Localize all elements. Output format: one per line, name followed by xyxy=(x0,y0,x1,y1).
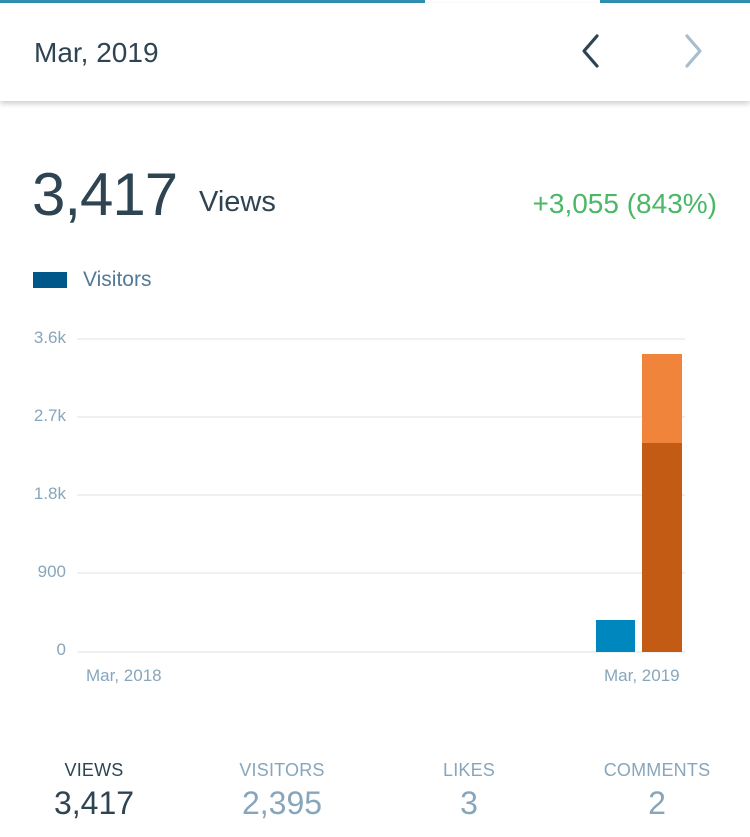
stat-label: COMMENTS xyxy=(603,760,711,780)
gridline xyxy=(77,416,685,418)
chart-legend: Visitors xyxy=(33,268,151,292)
stat-label: VIEWS xyxy=(64,760,124,780)
y-tick-900: 900 xyxy=(37,562,66,581)
chevron-left-icon xyxy=(582,34,599,68)
tab-indicator-right xyxy=(600,0,750,3)
baseline xyxy=(77,651,685,653)
stat-tab-likes[interactable]: LIKES 3 xyxy=(375,760,563,822)
y-tick-0: 0 xyxy=(56,640,66,659)
chevron-right-icon xyxy=(685,34,702,68)
bar-current-visitors[interactable] xyxy=(642,443,682,652)
y-tick-1.8k: 1.8k xyxy=(33,484,66,503)
gridline xyxy=(77,338,685,340)
stat-value: 2,395 xyxy=(241,785,323,821)
tab-indicator-left xyxy=(0,0,425,3)
stat-value: 3,417 xyxy=(53,785,135,821)
legend-swatch xyxy=(33,272,67,288)
previous-period-button[interactable] xyxy=(570,29,610,73)
legend-label: Visitors xyxy=(83,268,152,291)
stat-value: 2 xyxy=(648,785,666,821)
gridline xyxy=(77,494,685,496)
stat-label: LIKES xyxy=(442,760,496,780)
stat-label: VISITORS xyxy=(239,760,325,780)
stat-tab-views[interactable]: VIEWS 3,417 xyxy=(0,760,188,822)
stat-value: 3 xyxy=(460,785,478,821)
period-header: Mar, 2019 xyxy=(0,3,750,101)
summary-views-label: Views xyxy=(199,186,276,218)
stats-tabs: VIEWS 3,417 VISITORS 2,395 LIKES 3 COMME… xyxy=(0,760,750,837)
x-tick-end: Mar, 2019 xyxy=(604,666,680,685)
views-chart: 3.6k 2.7k 1.8k 900 0 Mar, 2018 Mar, 2019 xyxy=(0,320,750,700)
x-tick-start: Mar, 2018 xyxy=(86,666,162,685)
gridline xyxy=(77,572,685,574)
bar-previous-month[interactable] xyxy=(596,620,635,652)
stat-tab-comments[interactable]: COMMENTS 2 xyxy=(563,760,750,822)
y-tick-2.7k: 2.7k xyxy=(33,406,66,425)
summary-views-count: 3,417 xyxy=(32,161,178,228)
next-period-button[interactable] xyxy=(674,29,714,73)
y-tick-3.6k: 3.6k xyxy=(33,328,66,347)
stat-tab-visitors[interactable]: VISITORS 2,395 xyxy=(188,760,376,822)
period-title: Mar, 2019 xyxy=(34,37,159,68)
summary-change: +3,055 (843%) xyxy=(532,188,717,219)
